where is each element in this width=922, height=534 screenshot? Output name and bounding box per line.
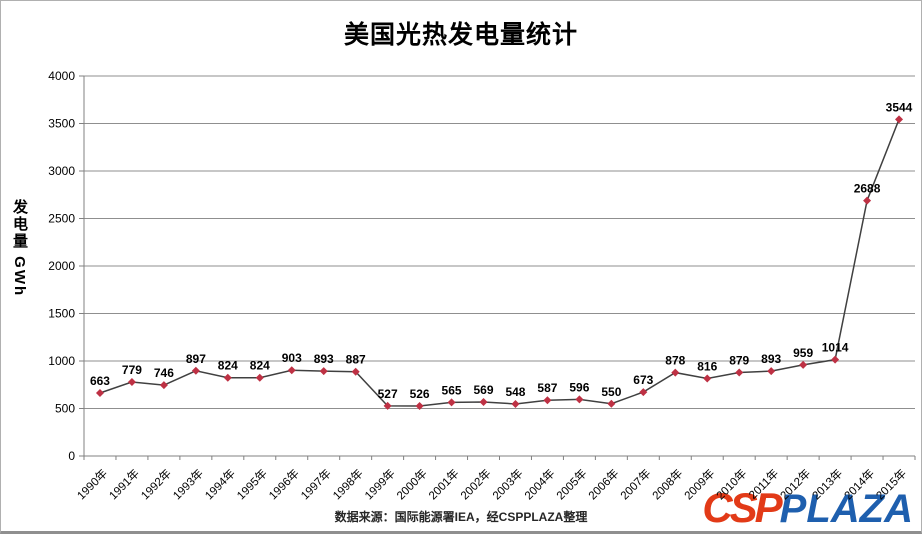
data-point-marker [223,373,232,382]
data-point-marker [95,389,104,398]
y-tick-label: 500 [55,402,75,416]
data-point-label: 2688 [854,182,881,196]
x-tick-label: 1991年 [106,466,142,502]
y-tick-label: 3500 [48,117,75,131]
data-point-label: 893 [761,352,781,366]
data-point-label: 887 [346,353,366,367]
data-point-label: 816 [697,359,717,373]
data-point-label: 824 [218,359,238,373]
y-tick-label: 1500 [48,307,75,321]
data-point-label: 824 [250,359,270,373]
data-point-label: 897 [186,352,206,366]
data-point-marker [767,367,776,376]
data-point-marker [607,399,616,408]
y-tick-label: 0 [68,449,75,463]
x-tick-label: 2001年 [426,466,462,502]
data-point-marker [255,373,264,382]
y-tick-label: 2000 [48,259,75,273]
source-note: 数据来源：国际能源署IEA，经CSPPLAZA整理 [334,510,588,524]
x-tick-label: 2004年 [521,466,557,502]
y-tick-label: 3000 [48,164,75,178]
data-point-marker [703,374,712,383]
cspplaza-logo: CSPPLAZA [702,484,913,531]
x-tick-label: 1999年 [362,466,398,502]
data-point-marker [159,381,168,390]
x-tick-label: 2013年 [809,466,845,502]
y-tick-label: 2500 [48,212,75,226]
data-point-label: 779 [122,363,142,377]
data-point-label: 565 [442,383,462,397]
data-point-label: 569 [474,383,494,397]
data-point-marker [799,360,808,369]
data-point-marker [543,396,552,405]
x-tick-label: 1994年 [202,466,238,502]
x-tick-label: 2008年 [649,466,685,502]
data-point-marker [671,368,680,377]
data-point-marker [351,367,360,376]
y-tick-label: 4000 [48,69,75,83]
data-point-label: 550 [601,385,621,399]
data-point-label: 596 [569,380,589,394]
data-point-marker [415,402,424,411]
data-point-marker [191,366,200,375]
data-point-label: 526 [410,387,430,401]
data-point-marker [287,366,296,375]
x-tick-label: 1995年 [234,466,270,502]
data-point-label: 903 [282,351,302,365]
data-point-marker [383,401,392,410]
x-tick-label: 2005年 [553,466,589,502]
x-tick-label: 1997年 [298,466,334,502]
y-tick-label: 1000 [48,354,75,368]
x-tick-label: 2010年 [713,466,749,502]
data-point-label: 959 [793,346,813,360]
x-tick-label: 2000年 [394,466,430,502]
data-point-marker [735,368,744,377]
x-tick-label: 1998年 [330,466,366,502]
data-point-marker [639,388,648,397]
data-point-label: 879 [729,353,749,367]
y-axis-title: 发电量 GWh [11,199,28,298]
data-point-label: 893 [314,352,334,366]
x-tick-label: 1990年 [74,466,110,502]
data-point-marker [895,115,904,124]
data-point-label: 548 [505,385,525,399]
data-point-label: 587 [537,381,557,395]
x-tick-label: 2007年 [617,466,653,502]
data-point-label: 3544 [886,100,913,114]
series-line [99,119,900,407]
chart-title: 美国光热发电量统计 [343,21,578,49]
data-point-label: 746 [154,366,174,380]
x-tick-label: 1996年 [266,466,302,502]
x-tick-label: 2003年 [489,466,525,502]
data-point-label: 673 [633,373,653,387]
x-tick-label: 2015年 [873,466,909,502]
x-tick-label: 2006年 [585,466,621,502]
x-tick-label: 2012年 [777,466,813,502]
data-point-marker [479,397,488,406]
data-point-label: 1014 [822,341,849,355]
logo-csp-text: CSP [702,484,782,531]
data-point-marker [511,399,520,408]
x-tick-label: 2009年 [681,466,717,502]
data-point-marker [127,377,136,386]
x-tick-label: 1993年 [170,466,206,502]
data-point-label: 527 [378,387,398,401]
x-tick-label: 2011年 [746,466,782,502]
data-point-marker [863,196,872,205]
data-point-marker [447,398,456,407]
x-tick-label: 2002年 [458,466,494,502]
data-point-label: 878 [665,354,685,368]
data-point-label: 663 [90,374,110,388]
logo-plaza-text: PLAZA [779,487,913,531]
x-tick-label: 2014年 [841,466,877,502]
data-point-marker [575,395,584,404]
data-point-marker [831,355,840,364]
x-tick-label: 1992年 [138,466,174,502]
data-point-marker [319,367,328,376]
